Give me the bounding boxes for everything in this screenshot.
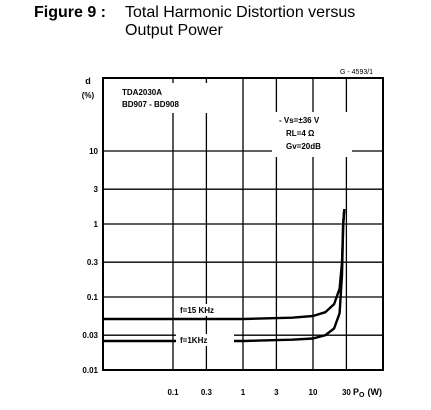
figure-title-line-2: Output Power [125, 22, 223, 39]
device-label-1: TDA2030A [122, 88, 162, 97]
y-tick-label-4: 1 [94, 220, 99, 229]
x-tick-label-5: 30 [342, 388, 351, 397]
series-lines [103, 209, 346, 343]
x-tick-label-0: 0.1 [167, 388, 179, 397]
condition-load: RL=4 Ω [286, 129, 315, 138]
series-line-1 [103, 209, 346, 343]
series-label-bg-2 [176, 334, 234, 346]
x-tick-label-3: 3 [274, 388, 279, 397]
device-label-2: BD907 - BD908 [122, 100, 179, 109]
series-line-0 [103, 209, 346, 321]
plot-frame [102, 77, 384, 371]
series-label-1khz: f=1KHz [180, 336, 207, 345]
x-tick-label-2: 1 [241, 388, 246, 397]
y-tick-label-1: 0.03 [82, 331, 98, 340]
x-axis-symbol: P [353, 387, 359, 397]
x-tick-label-4: 10 [309, 388, 318, 397]
y-tick-labels: 0.01 0.03 0.1 0.3 1 3 10 [82, 147, 98, 375]
conditions-box-bg [272, 112, 352, 157]
series-label-15khz: f=15 KHz [180, 306, 214, 315]
devices-box-bg [118, 83, 228, 113]
x-tick-label-1: 0.3 [201, 388, 213, 397]
figure-label: Figure 9 : [34, 4, 107, 21]
x-axis-unit: (W) [367, 387, 382, 397]
x-axis-label: PO (W) [353, 387, 382, 399]
y-tick-label-2: 0.1 [87, 293, 99, 302]
condition-gain: Gv=20dB [286, 142, 321, 151]
figure-reference: G - 4593/1 [340, 69, 373, 76]
series-label-bg-1 [176, 304, 240, 316]
condition-supply: - Vs=±36 V [279, 116, 320, 125]
figure-title-line-1: Total Harmonic Distortion versus [125, 4, 356, 21]
x-tick-labels: 0.1 0.3 1 3 10 30 [167, 388, 351, 397]
y-axis-unit: (%) [82, 91, 95, 100]
figure-title: Total Harmonic Distortion versus Output … [125, 4, 425, 40]
x-axis-subscript: O [359, 392, 365, 399]
y-axis-symbol: d [85, 76, 91, 86]
y-tick-label-5: 3 [94, 185, 99, 194]
y-tick-label-6: 10 [89, 147, 98, 156]
y-tick-label-0: 0.01 [82, 366, 98, 375]
y-tick-label-3: 0.3 [87, 258, 99, 267]
